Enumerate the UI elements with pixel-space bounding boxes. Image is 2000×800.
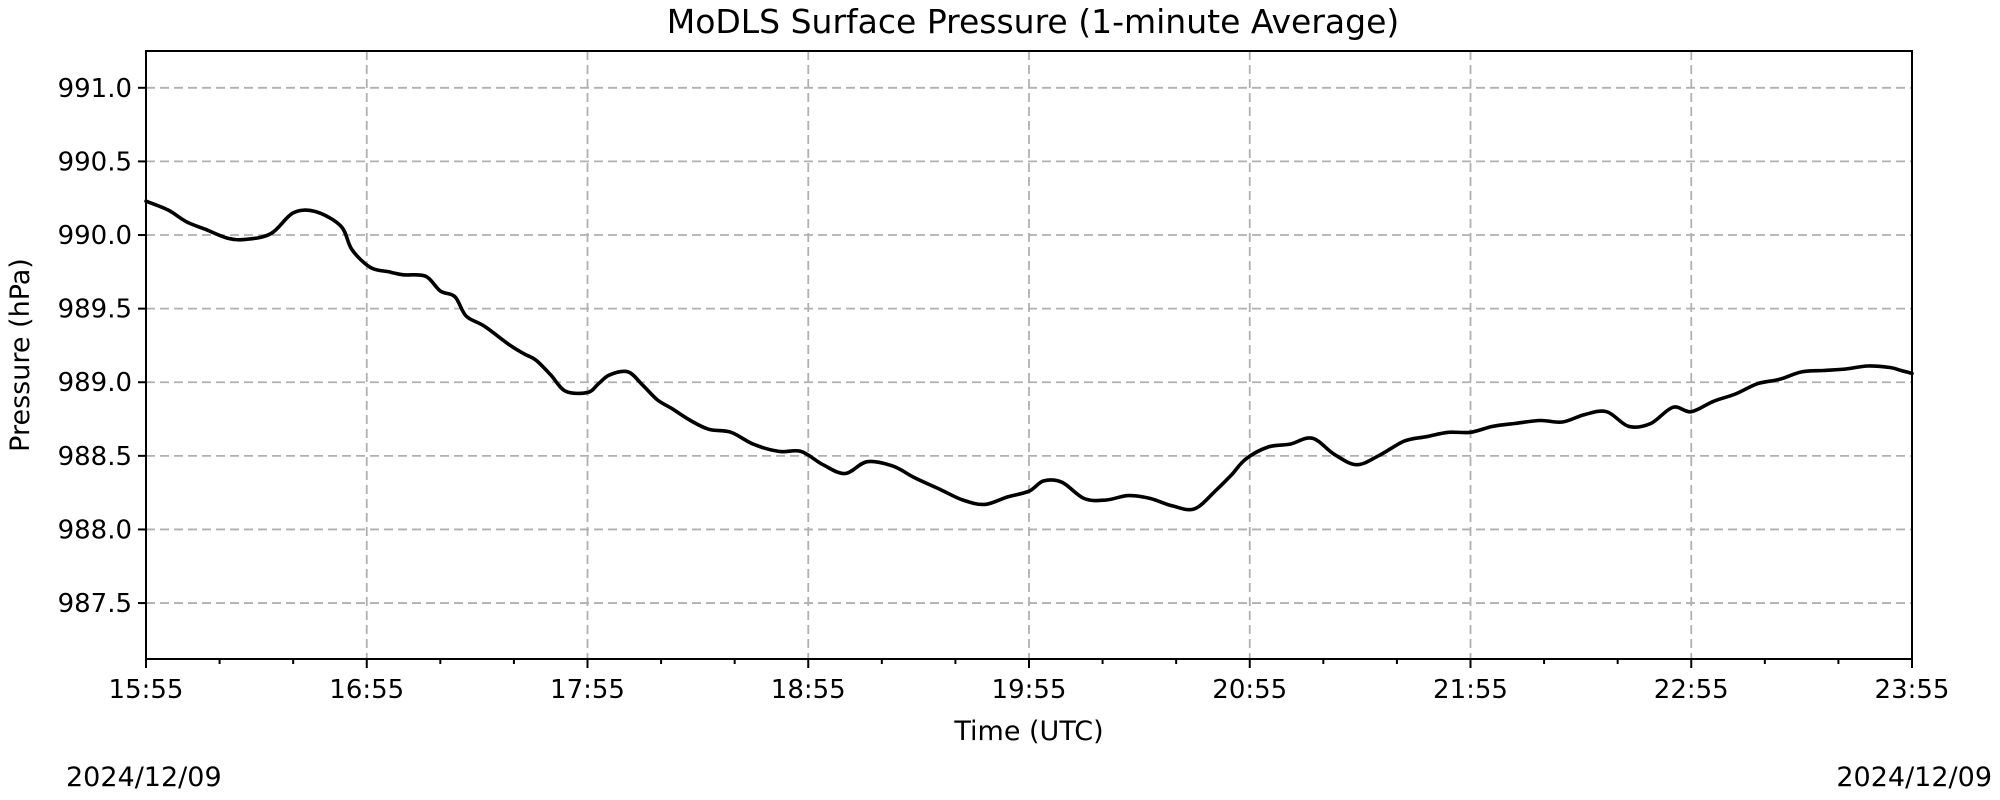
x-tick-label: 15:55 xyxy=(109,675,184,705)
x-axis-title: Time (UTC) xyxy=(953,716,1103,747)
y-tick-label: 990.0 xyxy=(58,221,132,251)
start-date-label: 2024/12/09 xyxy=(66,762,222,793)
x-tick-label: 20:55 xyxy=(1212,675,1287,705)
x-tick-label: 21:55 xyxy=(1433,675,1508,705)
y-tick-label: 988.5 xyxy=(58,442,132,472)
series-layer xyxy=(144,199,1914,512)
y-tick-label: 990.5 xyxy=(58,147,132,177)
y-tick-label: 991.0 xyxy=(58,74,132,104)
y-axis-title: Pressure (hPa) xyxy=(5,258,36,452)
x-tick-label: 17:55 xyxy=(550,675,625,705)
pressure-series-line xyxy=(144,199,1914,512)
grid-lines xyxy=(145,51,1913,659)
y-tick-label: 988.0 xyxy=(58,515,132,545)
y-tick-label: 989.0 xyxy=(58,368,132,398)
y-tick-label: 987.5 xyxy=(58,589,132,619)
chart-title: MoDLS Surface Pressure (1-minute Average… xyxy=(667,2,1400,41)
end-date-label: 2024/12/09 xyxy=(1836,762,1992,793)
y-tick-label: 989.5 xyxy=(58,295,132,325)
x-tick-label: 19:55 xyxy=(992,675,1067,705)
x-tick-label: 22:55 xyxy=(1654,675,1729,705)
x-tick-label: 23:55 xyxy=(1875,675,1950,705)
axis-ticks: 987.5 988.0 988.5 989.0 989.5 990.0 990.5 991.0… xyxy=(58,74,1950,705)
x-tick-label: 18:55 xyxy=(771,675,846,705)
x-tick-label: 16:55 xyxy=(329,675,404,705)
